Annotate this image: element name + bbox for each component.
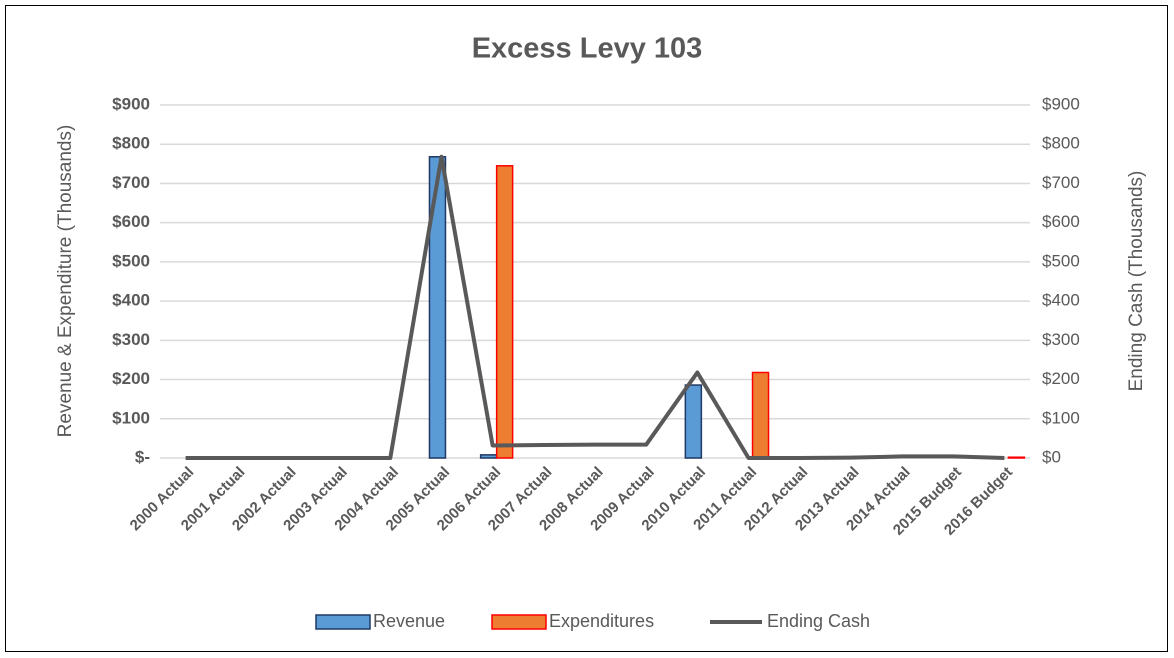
y-axis-label: Revenue & Expenditure (Thousands) xyxy=(55,125,76,438)
y-tick-label: $600 xyxy=(112,212,150,231)
y-tick-label: $400 xyxy=(112,291,150,310)
y2-tick-label: $100 xyxy=(1042,408,1080,427)
legend-label: Expenditures xyxy=(549,611,654,631)
y-tick-label: $- xyxy=(135,447,150,466)
y-tick-label: $300 xyxy=(112,330,150,349)
bar xyxy=(1007,456,1026,459)
y-tick-label: $200 xyxy=(112,369,150,388)
y2-tick-label: $800 xyxy=(1042,134,1080,153)
bar xyxy=(751,371,770,459)
legend-label: Revenue xyxy=(373,611,445,631)
y2-tick-label: $200 xyxy=(1042,369,1080,388)
bar xyxy=(684,384,703,459)
y-tick-label: $500 xyxy=(112,251,150,270)
frame xyxy=(5,5,1168,652)
legend-swatch xyxy=(315,614,371,630)
line xyxy=(185,154,1005,460)
y2-tick-label: $900 xyxy=(1042,94,1080,113)
legend-label: Ending Cash xyxy=(767,611,870,631)
bar xyxy=(495,165,514,459)
chart-title: Excess Levy 103 xyxy=(472,33,703,65)
legend-swatch xyxy=(491,614,547,630)
y2-tick-label: $700 xyxy=(1042,173,1080,192)
y-tick-label: $100 xyxy=(112,408,150,427)
y2-tick-label: $400 xyxy=(1042,291,1080,310)
y2-tick-label: $0 xyxy=(1042,447,1061,466)
y2-tick-label: $500 xyxy=(1042,251,1080,270)
y2-tick-label: $600 xyxy=(1042,212,1080,231)
bar xyxy=(479,454,498,459)
y-tick-label: $700 xyxy=(112,173,150,192)
y2-axis-label: Ending Cash (Thousands) xyxy=(1126,171,1147,392)
bar xyxy=(428,156,447,459)
y2-tick-label: $300 xyxy=(1042,330,1080,349)
y-tick-label: $900 xyxy=(112,94,150,113)
y-tick-label: $800 xyxy=(112,134,150,153)
